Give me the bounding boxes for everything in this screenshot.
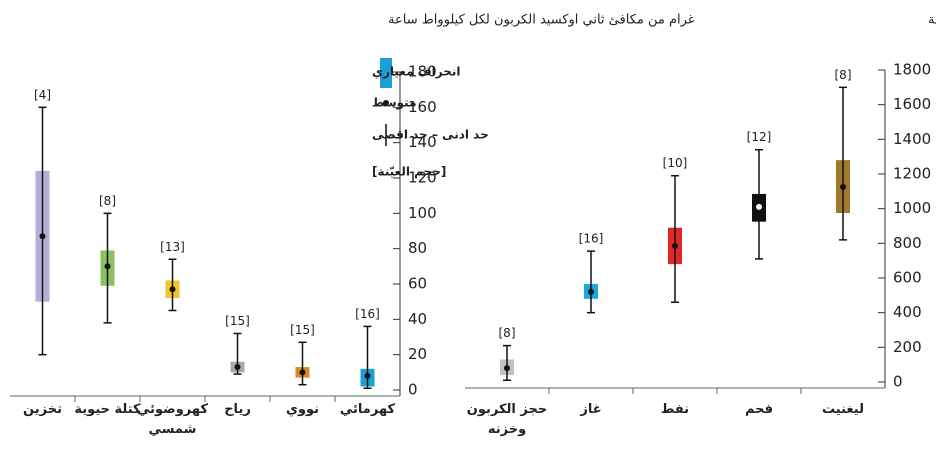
- mean-marker: [840, 184, 846, 190]
- x-tick-label: رياح: [224, 402, 251, 417]
- chart-title: غرام من مكافئ ثاني اوكسيد الكربون لكل كي…: [928, 13, 936, 28]
- sample-size-label: [4]: [34, 88, 51, 102]
- y-tick-label: 160: [408, 98, 437, 116]
- sample-size-label: [8]: [835, 68, 852, 82]
- y-tick-label: 140: [408, 133, 437, 151]
- y-tick-label: 0: [893, 373, 903, 391]
- y-tick-label: 40: [408, 310, 427, 328]
- chart-title: غرام من مكافئ ثاني اوكسيد الكربون لكل كي…: [388, 13, 695, 28]
- sample-size-label: [15]: [225, 314, 250, 328]
- x-tick-label: نووي: [285, 402, 320, 417]
- x-tick-label: كهرمائي: [339, 402, 396, 417]
- sample-size-label: [16]: [355, 307, 380, 321]
- y-tick-label: 600: [893, 269, 922, 287]
- mean-marker: [756, 203, 762, 210]
- y-tick-label: 180: [408, 63, 437, 81]
- mean-marker: [169, 286, 176, 293]
- sample-size-label: [12]: [747, 130, 772, 144]
- y-tick-label: 1600: [893, 95, 931, 113]
- mean-marker: [104, 263, 111, 270]
- x-tick-label: تخزين: [23, 402, 62, 417]
- mean-marker: [588, 288, 594, 295]
- mean-marker: [39, 233, 46, 240]
- legend-label: متوسط: [372, 96, 417, 111]
- y-tick-label: 800: [893, 234, 922, 252]
- y-tick-label: 400: [893, 303, 922, 321]
- y-tick-label: 0: [408, 381, 418, 399]
- y-tick-label: 1000: [893, 199, 931, 217]
- y-tick-label: 120: [408, 169, 437, 187]
- x-tick-label: نفط: [660, 402, 690, 417]
- mean-marker: [299, 369, 306, 376]
- y-tick-label: 1800: [893, 61, 931, 79]
- x-tick-label: فحم: [744, 402, 774, 417]
- x-tick-label: غاز: [580, 402, 602, 417]
- x-tick-label: حجز الكربون وخزنه: [466, 402, 548, 437]
- y-tick-label: 20: [408, 345, 427, 363]
- y-tick-label: 80: [408, 239, 427, 257]
- sample-size-label: [10]: [663, 156, 688, 170]
- mean-marker: [364, 372, 371, 379]
- mean-marker: [672, 242, 678, 249]
- sample-size-label: [16]: [579, 232, 604, 246]
- legend-label: [حجم العيّنة]: [372, 165, 446, 179]
- sample-size-label: [8]: [499, 326, 516, 340]
- mean-marker: [234, 364, 241, 371]
- y-tick-label: 100: [408, 204, 437, 222]
- y-tick-label: 1400: [893, 130, 931, 148]
- sample-size-label: [8]: [99, 194, 116, 208]
- sample-size-label: [15]: [290, 323, 315, 337]
- mean-marker: [504, 365, 510, 372]
- y-tick-label: 200: [893, 338, 922, 356]
- x-tick-label: ليغنيت: [822, 402, 864, 417]
- x-tick-label: كهروضوئي شمسي: [136, 402, 209, 437]
- legend-mean-swatch: [383, 100, 389, 106]
- legend-sd-swatch: [380, 58, 392, 88]
- legend-label: انحراف معياري: [372, 65, 460, 79]
- sample-size-label: [13]: [160, 240, 185, 254]
- y-tick-label: 1200: [893, 165, 931, 183]
- y-tick-label: 60: [408, 275, 427, 293]
- legend-label: حد ادنى – حد اقصى: [372, 128, 489, 142]
- x-tick-label: كتلة حيوية: [74, 402, 141, 417]
